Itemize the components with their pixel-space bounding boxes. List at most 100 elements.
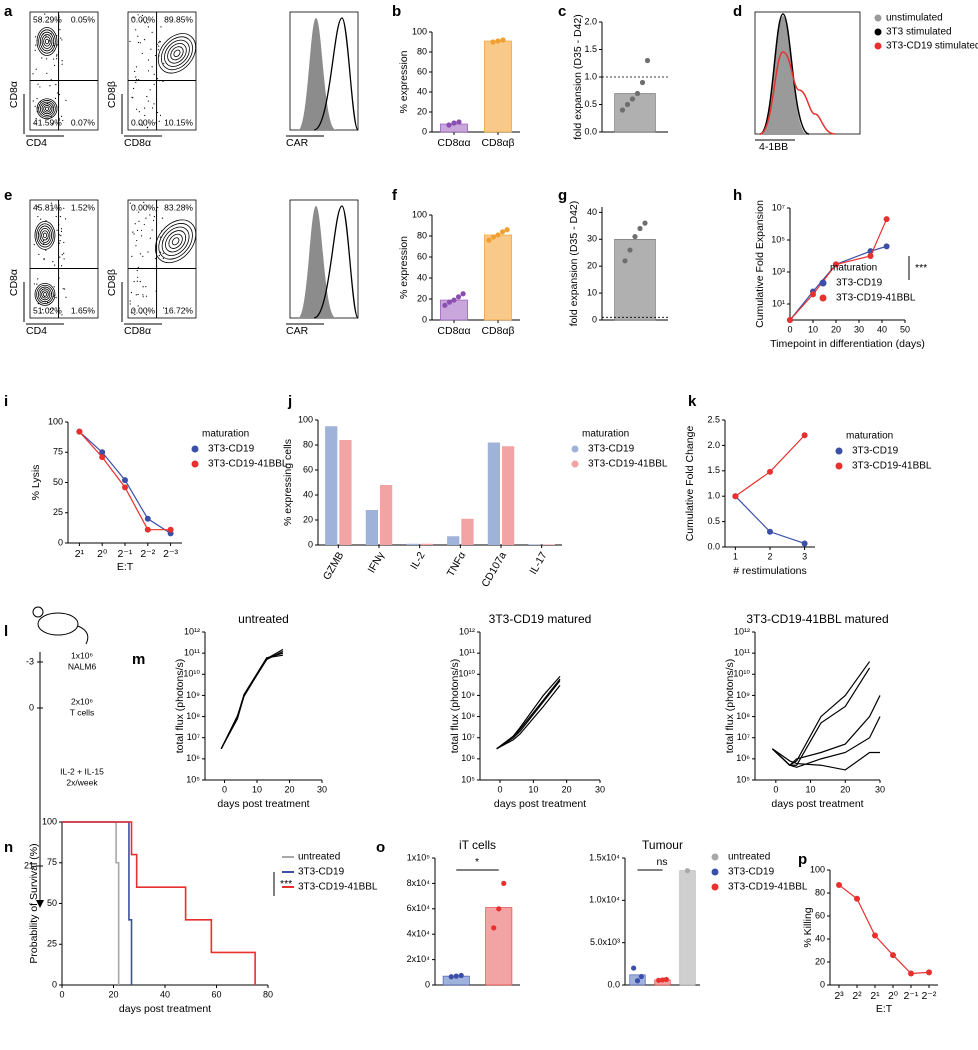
contour [155,219,197,264]
event-dot [147,26,149,28]
event-dot [132,87,135,90]
event-dot [153,103,155,105]
y-tick-label: 10 [587,287,597,297]
y-tick-label: 10⁶ [461,753,475,763]
contour [44,38,50,45]
legend-marker [819,294,827,302]
x-tick-label: 2⁻¹ [904,990,919,1002]
panel-label: f [392,187,398,204]
event-dot [141,52,143,54]
event-dot [44,301,46,303]
event-dot [137,305,139,307]
bar [485,907,513,986]
event-dot [45,249,47,251]
event-dot [58,118,60,120]
event-dot [40,312,42,314]
bar [380,485,393,545]
bar [461,518,474,545]
event-dot [44,288,46,290]
y-tick-label: 0.0 [707,541,720,551]
event-dot [61,314,63,316]
event-dot [56,54,58,56]
event-dot [140,235,143,237]
data-point [451,297,457,303]
y-tick-label: 40 [815,933,825,943]
event-dot [142,296,144,298]
y-axis-label: % Lysis [30,465,42,501]
contour [157,33,197,74]
data-point [908,970,914,977]
event-dot [147,59,150,61]
event-dot [151,229,153,231]
data-point [144,526,151,533]
event-dot [144,114,146,117]
x-tick-label: CD8αβ [481,325,514,337]
event-dot [53,264,56,266]
data-point [634,978,641,984]
y-tick-label: 0.0 [584,126,597,136]
event-dot [139,253,141,255]
y-tick-label: 20 [815,956,825,966]
x-axis-label: CD4 [26,325,47,337]
event-dot [60,215,62,218]
y-tick-label: 10⁶ [186,753,200,763]
y-tick-label: 40 [417,272,427,282]
event-dot [129,40,131,43]
data-point [854,895,860,902]
panel-label: c [558,3,566,20]
event-dot [131,255,133,257]
y-tick-label: 100 [48,416,63,426]
quadrant-label: 0.05% [71,14,96,24]
y-axis-label: CD8β [106,81,118,108]
data-point [634,90,641,97]
data-point [890,952,896,959]
legend-title: maturation [846,431,893,442]
event-dot [55,297,57,299]
data-point [122,484,128,491]
legend-marker [571,445,579,453]
x-tick-label: 20 [562,784,572,794]
series-line [496,684,561,750]
y-tick-label: 60 [815,910,825,920]
y-tick-label: 100 [810,864,825,874]
data-point [99,454,106,461]
data-point [144,515,151,522]
event-dot [61,60,63,62]
y-axis-label: CD8β [106,269,118,296]
contour [39,101,55,116]
x-tick-label: 20 [284,784,294,794]
legend-title: maturation [582,429,629,440]
event-dot [58,242,61,244]
event-dot [53,43,55,45]
y-tick-label: 100 [412,26,427,36]
event-dot [56,229,58,231]
x-tick-label: 30 [317,784,327,794]
event-dot [147,100,149,102]
event-dot [140,229,143,232]
y-tick-label: 10⁵ [736,774,750,784]
event-dot [37,83,39,85]
legend-title: maturation [830,263,877,274]
x-tick-label: 2 [767,551,772,561]
event-dot [135,78,138,81]
data-point [491,925,497,931]
event-dot [57,44,59,46]
y-tick-label: 8x10⁴ [407,878,431,888]
x-tick-label: 1 [733,551,738,561]
event-dot [130,291,133,294]
y-axis-label: Cumulative Fold Expansion [754,200,766,328]
y-tick-label: 0 [425,979,430,989]
event-dot [58,224,60,226]
panel-label: j [287,393,292,410]
y-tick-label: 5.0x10³ [590,937,620,947]
legend-label: 3T3-CD19 [836,278,883,289]
significance-label: *** [280,878,292,890]
event-dot [159,80,161,82]
data-point [167,526,174,533]
event-dot [39,86,41,88]
panel-label: p [798,851,807,868]
event-dot [43,243,45,245]
timeline-arrow [36,900,44,908]
x-axis-label: days post treatment [494,798,586,810]
y-tick-label: 10⁷ [462,732,475,742]
